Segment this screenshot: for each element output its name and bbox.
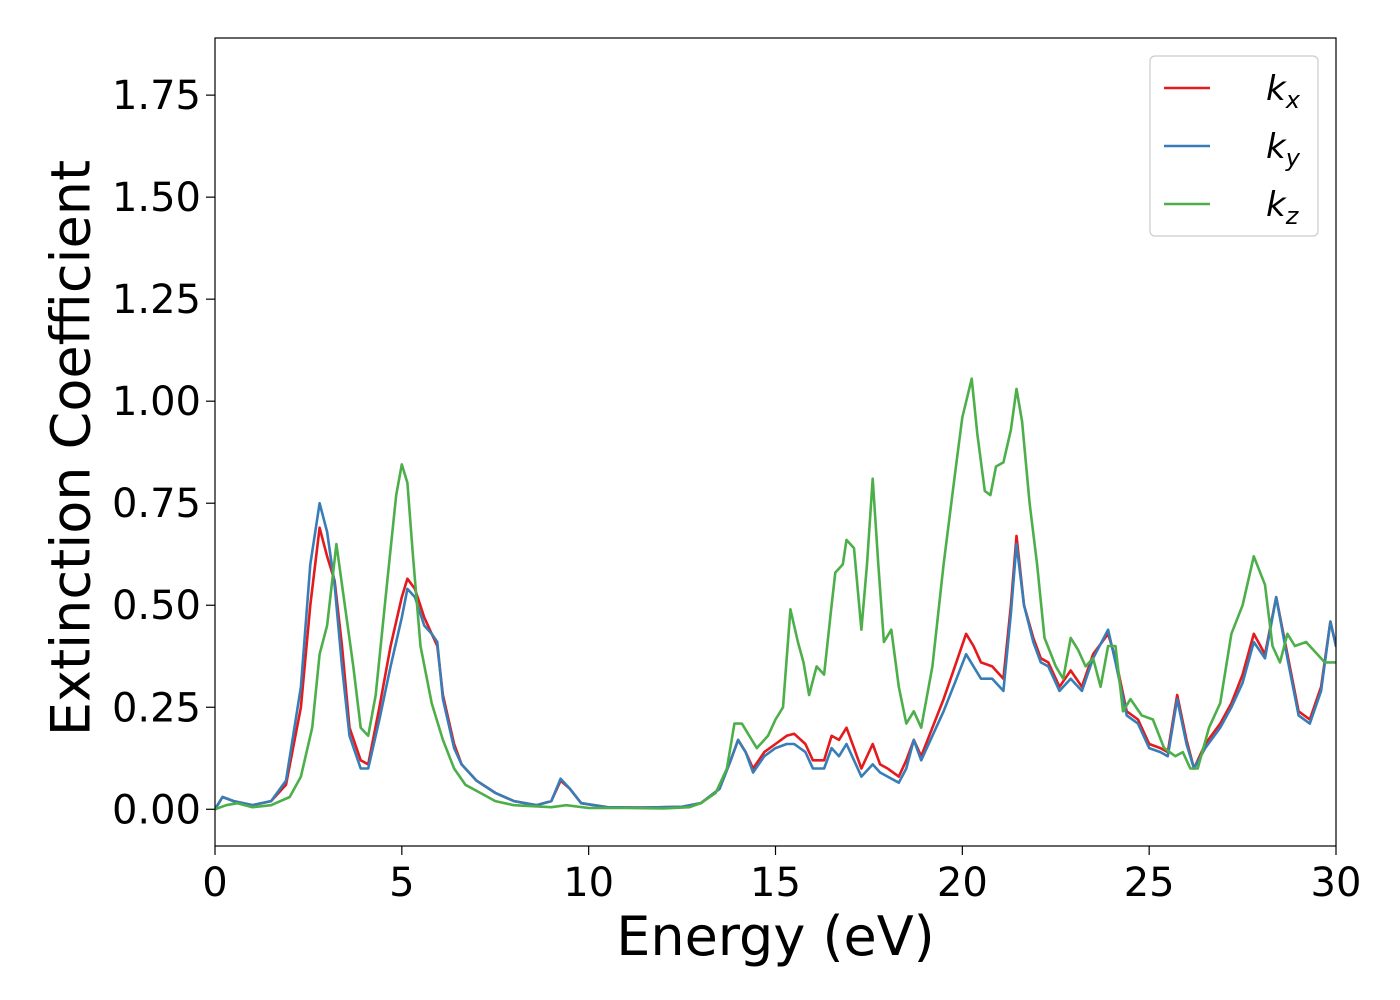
series-layer xyxy=(215,377,1336,811)
x-tick-label: 15 xyxy=(750,860,801,906)
legend-label-z: kz xyxy=(1266,185,1300,230)
legend-label-x: kx xyxy=(1266,69,1301,114)
ticks-layer: 0 5 10 15 20 25 30 0.00 0.25 0.50 0.75 1.00 1.25 1.50… xyxy=(112,73,1362,906)
y-tick-label: 0.75 xyxy=(112,481,201,527)
legend-label-y: ky xyxy=(1266,127,1301,172)
y-tick-label: 1.25 xyxy=(112,277,201,323)
series-line-x xyxy=(215,526,1336,811)
legend-box xyxy=(1149,55,1319,237)
series-line-z xyxy=(215,377,1336,811)
x-tick-label: 30 xyxy=(1311,860,1362,906)
y-tick-label: 1.50 xyxy=(112,175,201,221)
x-tick-label: 25 xyxy=(1124,860,1175,906)
x-tick-label: 5 xyxy=(389,860,414,906)
y-tick-label: 0.25 xyxy=(112,685,201,731)
y-tick-label: 0.00 xyxy=(112,787,201,833)
y-tick-label: 1.00 xyxy=(112,379,201,425)
y-tick-label: 0.50 xyxy=(112,583,201,629)
x-tick-label: 10 xyxy=(563,860,614,906)
y-axis-label: Extinction Coefficient xyxy=(40,160,103,736)
y-tick-label: 1.75 xyxy=(112,73,201,119)
x-tick-label: 0 xyxy=(202,860,227,906)
series-line-y xyxy=(215,501,1336,811)
legend: kx ky kz xyxy=(1149,55,1319,237)
x-axis-label: Energy (eV) xyxy=(616,905,935,968)
x-tick-label: 20 xyxy=(937,860,988,906)
